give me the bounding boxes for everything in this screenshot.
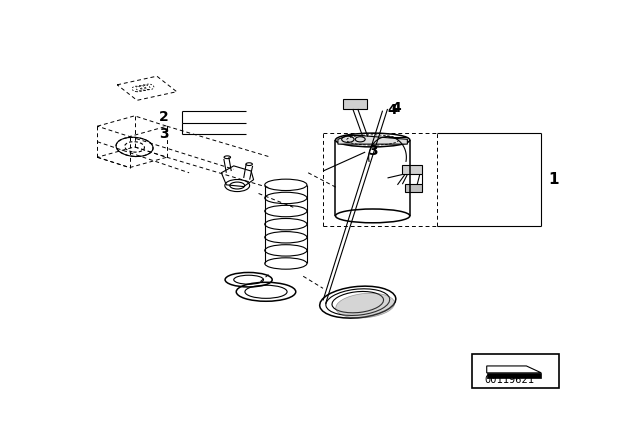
Polygon shape bbox=[338, 135, 408, 144]
Text: 3: 3 bbox=[367, 144, 378, 159]
Text: 4: 4 bbox=[388, 103, 397, 116]
Bar bbox=[472, 354, 559, 388]
Ellipse shape bbox=[336, 293, 395, 318]
Text: 00119621: 00119621 bbox=[484, 375, 534, 385]
Bar bbox=[403, 165, 422, 174]
Text: 1: 1 bbox=[548, 172, 559, 187]
Text: 2: 2 bbox=[159, 110, 168, 124]
Text: 4: 4 bbox=[392, 101, 401, 115]
Polygon shape bbox=[486, 366, 541, 373]
Bar bbox=[405, 184, 422, 192]
Bar bbox=[343, 99, 367, 109]
Polygon shape bbox=[486, 373, 541, 378]
Text: 3: 3 bbox=[159, 127, 168, 141]
